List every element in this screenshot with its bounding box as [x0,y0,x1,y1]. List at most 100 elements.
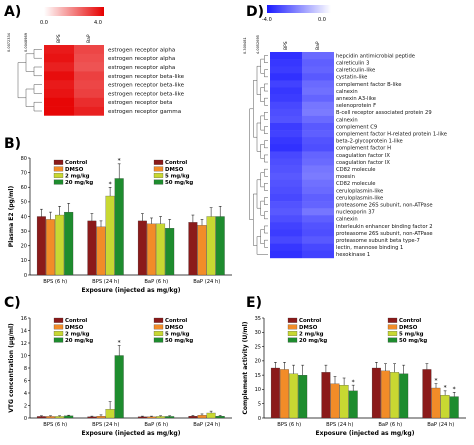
bar [147,223,156,276]
panel-d-dendrogram-branch [264,225,268,234]
bar [348,390,358,419]
heatmap-cell [270,66,302,74]
legend-swatch [153,159,164,165]
legend-label: DMSO [165,167,184,173]
heatmap-row-label: moesin [336,174,355,180]
heatmap-row-label: estrogen receptor beta-like [108,83,185,89]
y-tick-label: 20 [21,244,27,250]
heatmap-cell [302,236,334,244]
legend-swatch [153,166,164,172]
heatmap-row-label: calnexin [336,117,358,123]
y-tick-label: 20 [255,359,261,365]
x-axis-title: Exposure (injected as mg/kg) [82,430,181,437]
legend-swatch [53,331,64,336]
legend-label: 5 mg/kg [165,331,190,337]
bar [206,412,216,419]
heatmap-row-label: complement factor H [336,146,391,152]
significance-marker: * [118,158,121,165]
panel-d-dendrogram-branch [264,239,268,248]
heatmap-cell [270,73,302,81]
heatmap-row-label: calreticulin-like [336,68,375,74]
bar [399,373,409,419]
x-tick-label: BaP (6 h) [378,422,402,428]
heatmap-row-label: coagulation factor IX [336,160,390,166]
bar [206,216,216,276]
heatmap-row-label: estrogen receptor gamma [108,109,181,115]
y-tick-label: 80 [21,156,27,162]
heatmap-cell [302,151,334,159]
x-tick-label: BaP (6 h) [144,279,168,285]
y-tick-label: 6 [24,378,27,384]
panel-a-tree-scale: 0.0072334 [7,32,11,52]
y-axis-title: Complement activity (U/ml) [242,321,249,414]
x-tick-label: BaP (24 h) [193,279,220,285]
legend-swatch [153,337,164,343]
heatmap-cell [44,89,74,99]
panel-d-dendrogram-branch [260,172,265,188]
legend-swatch [53,324,64,330]
heatmap-row-label: calreticulin 3 [336,60,369,66]
heatmap-row-label: coagulation factor IX [336,153,390,159]
legend-label: 2 mg/kg [299,331,324,337]
legend-swatch [153,317,164,323]
heatmap-cell [270,130,302,138]
x-tick-label: BaP (6 h) [144,422,168,428]
legend-label: 2 mg/kg [65,173,90,179]
legend-swatch [287,331,298,336]
bar [96,416,106,419]
heatmap-cell [270,208,302,216]
bar [36,416,46,419]
legend-label: 50 mg/kg [165,180,193,186]
heatmap-cell [270,87,302,95]
bar [270,367,280,419]
panel-d-scale-min: -4.0 [262,17,272,23]
panel-d-dendrogram-branch [260,229,265,244]
heatmap-cell [270,250,302,259]
bar [440,395,450,419]
y-tick-label: 50 [21,200,27,206]
x-tick-label: BPS (6 h) [43,279,67,285]
heatmap-cell [74,89,104,99]
heatmap-cell [302,229,334,237]
y-tick-label: 10 [255,387,261,393]
bar [215,416,225,419]
panel-d-dendrogram-branch [264,97,268,106]
legend-swatch [387,331,398,336]
legend-label: 5 mg/kg [165,173,190,179]
panel-e-bar-chart: 0 5 10 15 20 25 30 35 Complement activity (U/ml)… [242,316,466,437]
y-tick-label: 70 [21,170,27,176]
heatmap-cell [302,201,334,209]
legend-label: Control [65,318,87,324]
bar [36,216,46,276]
significance-marker: * [109,181,112,188]
bar [298,375,308,419]
heatmap-cell [302,144,334,152]
legend-label: 20 mg/kg [65,180,93,186]
bar [197,225,207,276]
bar [156,223,166,276]
y-axis-title: Plasma E2 (pg/ml) [8,186,15,248]
significance-marker: * [444,385,447,392]
heatmap-cell [270,186,302,195]
y-tick-label: 30 [255,330,261,336]
heatmap-cell [74,97,104,107]
heatmap-row-label: hepcidin antimicrobial peptide [336,53,415,59]
legend-swatch [153,173,164,178]
heatmap-row-label: proteasome 26S subunit, non-ATPase [336,202,433,208]
legend-label: Control [65,160,87,166]
panel-c-bar-chart: 0 2 4 6 8 10 12 14 16 VTG concentration (μg/ml) Ex… [8,316,232,437]
panel-a-colorbar-gradient [44,7,104,16]
heatmap-cell [270,101,302,110]
heatmap-cell [270,144,302,152]
heatmap-cell [74,71,104,81]
legend-label: Control [165,318,187,324]
panel-a-tree-scale-low: 0.0048989 [24,33,28,52]
heatmap-cell [302,208,334,216]
bar [330,383,340,419]
bar [105,409,115,419]
legend-label: 2 mg/kg [65,331,90,337]
heatmap-row-label: complement factor H-related protein 1-li… [336,131,447,137]
heatmap-column-label: BaP [86,34,92,43]
heatmap-cell [44,106,74,116]
